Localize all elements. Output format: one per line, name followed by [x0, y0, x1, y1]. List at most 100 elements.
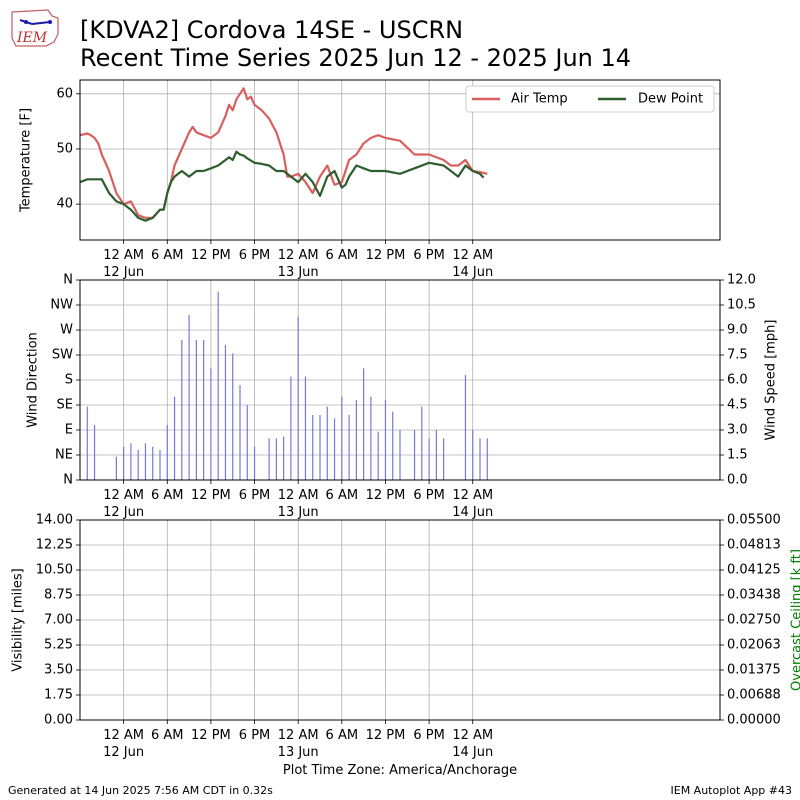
- wind-speed-bar: [253, 446, 256, 480]
- wind-panel: 12 AM 12 Jun 6 AM 12 PM 6 PM 12 AM 13 Jun 6 AM 1…: [26, 273, 779, 521]
- x-tick-label: 12 AM: [103, 728, 144, 743]
- visibility-panel: 12 AM 12 Jun 6 AM 12 PM 6 PM 12 AM 13 Jun 6 AM 1…: [11, 513, 800, 761]
- wind-speed-bar: [173, 396, 176, 480]
- chart-subtitle: Recent Time Series 2025 Jun 12 - 2025 Ju…: [80, 44, 632, 72]
- iem-logo: IEM: [11, 9, 59, 47]
- ceiling-tick-label: 0.02063: [727, 638, 781, 653]
- legend: Air Temp Dew Point: [465, 85, 715, 113]
- wind-speed-bar: [86, 406, 88, 480]
- speed-tick-label: 4.5: [727, 398, 748, 413]
- wind-speed-bar: [392, 411, 394, 480]
- speed-tick-label: 3.0: [727, 423, 748, 438]
- y-axis-label: Wind Direction: [26, 332, 41, 428]
- x-tick-date-label: 14 Jun: [452, 505, 493, 520]
- chart-title: [KDVA2] Cordova 14SE - USCRN: [80, 16, 464, 44]
- ceiling-tick-label: 0.00688: [727, 688, 781, 703]
- visibility-tick-label: 1.75: [44, 688, 73, 703]
- x-tick-label: 12 AM: [452, 248, 493, 263]
- y-tick-label: 40: [56, 197, 73, 212]
- wind-speed-bar: [464, 375, 467, 480]
- ceiling-tick-label: 0.01375: [727, 663, 781, 678]
- direction-tick-label: W: [60, 323, 73, 338]
- wind-speed-bar: [123, 446, 125, 480]
- wind-speed-bar: [421, 406, 423, 480]
- visibility-tick-label: 0.00: [44, 713, 73, 728]
- x-tick-date-label: 13 Jun: [278, 265, 319, 280]
- x-tick-date-label: 13 Jun: [278, 505, 319, 520]
- x-tick-label: 12 AM: [278, 728, 319, 743]
- visibility-tick-label: 12.25: [36, 538, 73, 553]
- x-tick-label: 12 AM: [103, 488, 144, 503]
- speed-tick-label: 10.5: [727, 298, 756, 313]
- wind-speed-bar: [152, 446, 154, 480]
- wind-speed-bar: [290, 376, 292, 480]
- wind-speed-bar: [283, 436, 285, 480]
- visibility-tick-label: 14.00: [36, 513, 73, 528]
- x-tick-label: 6 AM: [151, 248, 184, 263]
- direction-tick-label: NW: [50, 298, 73, 313]
- ceiling-tick-label: 0.03438: [727, 588, 781, 603]
- plot-frame: [79, 79, 721, 241]
- y-tick-label: 60: [56, 86, 73, 101]
- y2-axis-label: Overcast Ceiling [k ft]: [790, 549, 800, 691]
- visibility-tick-label: 3.50: [44, 663, 73, 678]
- x-tick-label: 12 AM: [103, 248, 144, 263]
- wind-speed-bar: [341, 396, 343, 480]
- speed-tick-label: 6.0: [727, 373, 748, 388]
- x-tick-label: 6 PM: [239, 488, 270, 503]
- x-tick-label: 12 PM: [366, 728, 406, 743]
- wind-speed-bar: [355, 400, 357, 480]
- x-tick-label: 6 AM: [151, 728, 184, 743]
- wind-speed-bar: [232, 353, 234, 480]
- wind-speed-bar: [246, 405, 248, 480]
- x-tick-date-label: 14 Jun: [452, 265, 493, 280]
- x-tick-label: 6 AM: [151, 488, 184, 503]
- wind-speed-bar: [93, 425, 96, 480]
- direction-tick-label: S: [65, 373, 73, 388]
- wind-speed-bar: [348, 415, 350, 480]
- direction-tick-label: SE: [57, 398, 73, 413]
- x-tick-date-label: 14 Jun: [452, 745, 493, 760]
- iem-logo-text: IEM: [16, 30, 48, 46]
- wind-speed-bar: [304, 376, 307, 480]
- wind-speed-bar: [195, 340, 197, 480]
- wind-speed-bar: [159, 450, 161, 480]
- wind-speed-bar: [486, 438, 488, 480]
- speed-tick-label: 1.5: [727, 448, 748, 463]
- y-tick-label: 50: [56, 141, 73, 156]
- x-tick-date-label: 13 Jun: [278, 745, 319, 760]
- legend-label-dew-point: Dew Point: [638, 92, 703, 107]
- y2-axis-label: Wind Speed [mph]: [764, 320, 779, 441]
- speed-tick-label: 0.0: [727, 473, 748, 488]
- speed-tick-label: 7.5: [727, 348, 748, 363]
- ceiling-tick-label: 0.02750: [727, 613, 781, 628]
- wind-speed-bar: [319, 415, 321, 480]
- wind-speed-bar: [188, 315, 190, 480]
- x-tick-label: 6 PM: [413, 248, 444, 263]
- direction-tick-label: E: [65, 423, 73, 438]
- x-tick-label: 12 AM: [452, 728, 493, 743]
- wind-speed-bar: [203, 340, 205, 480]
- direction-tick-label: N: [63, 473, 73, 488]
- wind-speed-bar: [130, 443, 132, 480]
- wind-speed-bar: [275, 438, 277, 480]
- x-tick-label: 12 PM: [366, 488, 406, 503]
- wind-speed-bar: [435, 430, 437, 480]
- wind-speed-bar: [333, 418, 336, 480]
- wind-speed-bar: [137, 450, 139, 480]
- timezone-label: Plot Time Zone: America/Anchorage: [282, 763, 518, 778]
- y-axis-label: Visibility [miles]: [11, 568, 26, 671]
- wind-speed-bar: [297, 316, 299, 480]
- x-tick-label: 12 AM: [278, 488, 319, 503]
- y-axis-label: Temperature [F]: [19, 108, 34, 213]
- direction-tick-label: N: [63, 273, 73, 288]
- wind-speed-bar: [377, 431, 379, 480]
- wind-speed-bar: [399, 430, 401, 480]
- wind-speed-bar: [239, 385, 241, 480]
- x-tick-date-label: 12 Jun: [103, 265, 144, 280]
- ceiling-tick-label: 0.04813: [727, 538, 781, 553]
- legend-label-air-temp: Air Temp: [511, 92, 568, 107]
- wind-speed-bar: [224, 345, 227, 480]
- x-tick-date-label: 12 Jun: [103, 505, 144, 520]
